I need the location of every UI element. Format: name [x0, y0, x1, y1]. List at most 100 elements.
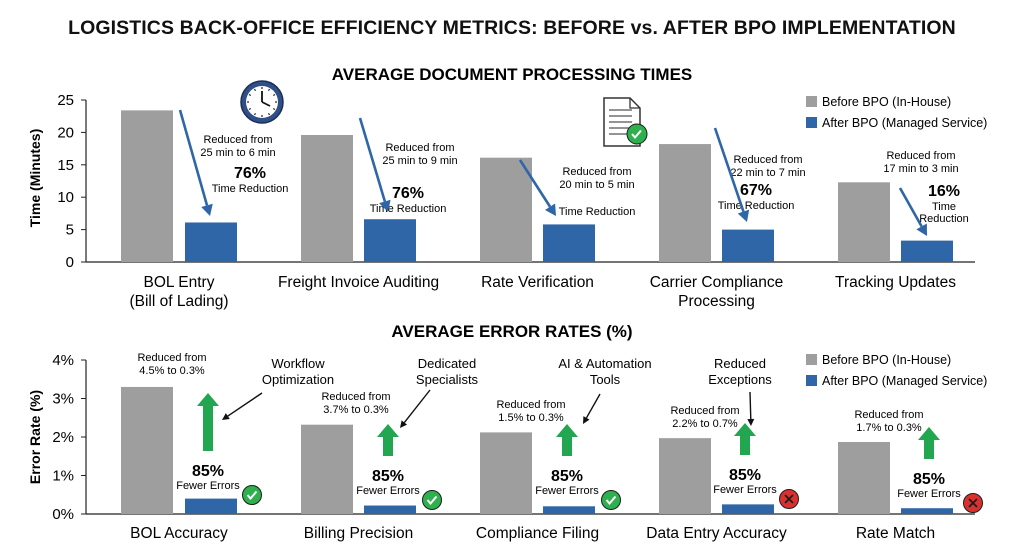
- arrow-shaft: [924, 439, 934, 459]
- after-bar-5: [901, 240, 953, 262]
- category-label: Data Entry Accuracy: [646, 525, 787, 542]
- reduction-note: Reduced from: [203, 134, 272, 146]
- reduction-note: Reduced from: [854, 409, 923, 421]
- reduction-note: 1.7% to 0.3%: [856, 422, 922, 434]
- reduction-note: 3.7% to 0.3%: [323, 404, 389, 416]
- callout-pointer: [227, 392, 263, 417]
- category-label: Rate Match: [856, 525, 935, 542]
- reduction-note: 25 min to 6 min: [200, 147, 275, 159]
- after-bar-2: [364, 505, 416, 514]
- y-tick-label: 25: [57, 92, 74, 109]
- cross-circle-icon: [963, 493, 983, 513]
- chart-title: AVERAGE DOCUMENT PROCESSING TIMES: [332, 65, 693, 84]
- reduction-note: Reduced from: [562, 166, 631, 178]
- up-arrow-icon: [197, 393, 219, 451]
- arrow-head: [556, 424, 578, 437]
- callout-pointer: [585, 393, 601, 419]
- reduction-note: 25 min to 9 min: [382, 155, 457, 167]
- y-tick-label: 10: [57, 189, 74, 206]
- before-bar-2: [301, 134, 353, 262]
- reduction-percent: 16%: [928, 183, 960, 200]
- arrow-shaft: [383, 436, 393, 456]
- y-tick-label: 1%: [52, 468, 74, 485]
- reduction-note: 2.2% to 0.7%: [672, 418, 738, 430]
- check-circle-icon: [422, 490, 442, 510]
- reduction-note: Reduced from: [733, 154, 802, 166]
- reduction-note: 4.5% to 0.3%: [139, 365, 205, 377]
- arrow-shaft: [203, 405, 213, 451]
- category-label: Freight Invoice Auditing: [278, 274, 439, 291]
- callout-label: Tools: [590, 372, 621, 387]
- chart-title: AVERAGE ERROR RATES (%): [391, 322, 632, 341]
- reduction-arrow-head: [379, 199, 391, 212]
- up-arrow-icon: [734, 423, 756, 455]
- clock-tick: [248, 93, 252, 97]
- processing-times-chart: AVERAGE DOCUMENT PROCESSING TIMES Time (M…: [27, 65, 987, 310]
- reduction-arrow-head: [545, 203, 556, 216]
- reduction-note: 20 min to 5 min: [559, 179, 634, 191]
- reduction-caption: Fewer Errors: [713, 484, 777, 496]
- callout-label: Dedicated: [418, 356, 477, 371]
- callout-pointer: [749, 391, 752, 420]
- clock-tick: [272, 93, 276, 97]
- reduction-arrow: [713, 127, 745, 213]
- callout-label: Reduced: [714, 356, 766, 371]
- y-tick-label: 2%: [52, 429, 74, 446]
- icon-cross: [968, 498, 978, 508]
- reduction-caption: Fewer Errors: [897, 488, 961, 500]
- error-rates-chart: AVERAGE ERROR RATES (%) Error Rate (%) 0% 1…: [27, 322, 987, 542]
- before-bar-4: [659, 438, 711, 514]
- arrow-shaft: [740, 435, 750, 455]
- clock-tick: [272, 107, 276, 111]
- reduction-percent: 85%: [729, 467, 761, 484]
- legend-entry: Before BPO (In-House): [822, 95, 951, 109]
- reduction-caption: Time Reduction: [718, 200, 795, 212]
- up-arrow-icon: [377, 424, 399, 456]
- arrow-head: [734, 423, 756, 436]
- reduction-caption: Time Reduction: [559, 206, 636, 218]
- icon-circle: [422, 490, 442, 510]
- reduction-arrow: [898, 187, 923, 228]
- legend-swatch: [806, 117, 817, 128]
- after-bar-4: [722, 504, 774, 514]
- reduction-note: 22 min to 7 min: [730, 167, 805, 179]
- icon-check: [426, 495, 438, 506]
- reduction-note: Reduced from: [137, 352, 206, 364]
- clock-icon: [240, 80, 284, 124]
- up-arrow-icon: [918, 427, 940, 459]
- category-label: Processing: [678, 293, 755, 310]
- reduction-note: Reduced from: [385, 142, 454, 154]
- document-check-mark: [631, 129, 642, 140]
- arrow-head: [918, 427, 940, 440]
- callout-label: Specialists: [416, 372, 479, 387]
- y-axis-label: Error Rate (%): [27, 390, 43, 484]
- reduction-percent: 67%: [740, 182, 772, 199]
- clock-tick: [267, 88, 271, 92]
- before-bar-5: [838, 182, 890, 262]
- reduction-percent: 85%: [372, 468, 404, 485]
- after-bar-1: [185, 498, 237, 514]
- callout-pointer-head: [400, 420, 408, 428]
- clock-tick: [253, 88, 257, 92]
- after-bar-3: [543, 224, 595, 262]
- reduction-percent: 85%: [192, 463, 224, 480]
- callout-label: Exceptions: [708, 372, 772, 387]
- reduction-percent: 76%: [392, 185, 424, 202]
- legend-swatch: [806, 354, 817, 365]
- reduction-caption: Time Reduction: [212, 183, 289, 195]
- check-circle-icon: [242, 485, 262, 505]
- icon-circle: [601, 490, 621, 510]
- reduction-arrow: [518, 159, 552, 208]
- category-label: BOL Entry: [144, 274, 215, 291]
- reduction-percent: 85%: [551, 468, 583, 485]
- after-bar-3: [543, 506, 595, 514]
- y-tick-label: 20: [57, 124, 74, 141]
- y-axis-label: Time (Minutes): [27, 129, 43, 228]
- category-label: Rate Verification: [481, 274, 594, 291]
- reduction-note: Reduced from: [670, 405, 739, 417]
- callout-label: Optimization: [262, 372, 334, 387]
- document-fold: [629, 98, 640, 109]
- reduction-note: 1.5% to 0.3%: [498, 412, 564, 424]
- callout-pointer-head: [583, 416, 590, 424]
- reduction-caption: Fewer Errors: [176, 480, 240, 492]
